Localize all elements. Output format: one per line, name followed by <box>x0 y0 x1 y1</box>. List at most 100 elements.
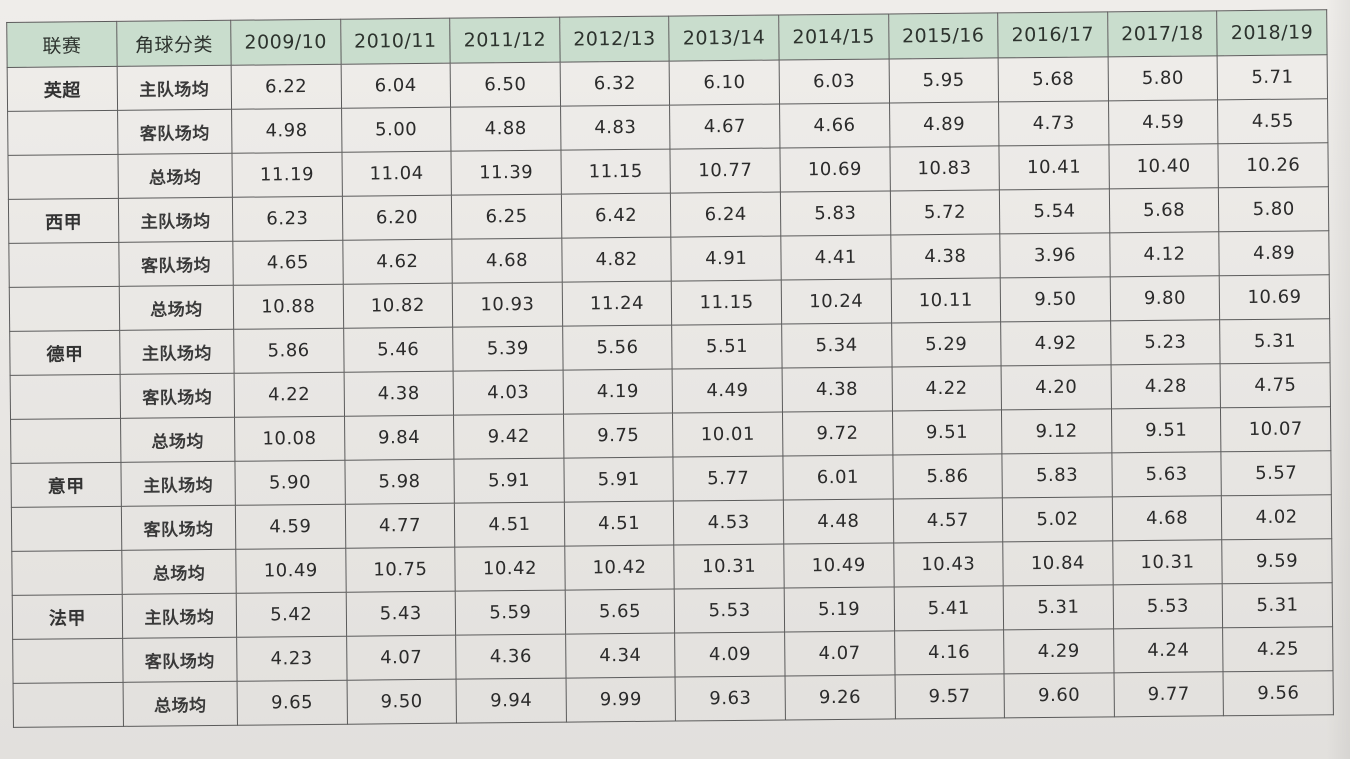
value-cell: 4.55 <box>1217 98 1328 144</box>
value-cell: 4.02 <box>1221 494 1332 540</box>
value-cell: 4.66 <box>779 102 890 149</box>
value-cell: 11.15 <box>560 149 671 195</box>
value-cell: 10.88 <box>233 284 344 330</box>
value-cell: 9.77 <box>1113 671 1224 717</box>
category-cell: 客队场均 <box>121 505 236 551</box>
value-cell: 5.31 <box>1003 584 1114 630</box>
header-season: 2018/19 <box>1217 9 1328 56</box>
value-cell: 6.32 <box>559 61 670 107</box>
value-cell: 4.73 <box>998 100 1109 146</box>
value-cell: 9.84 <box>344 415 455 461</box>
value-cell: 5.43 <box>345 591 456 637</box>
value-cell: 5.42 <box>236 592 347 638</box>
value-cell: 5.98 <box>344 459 455 505</box>
value-cell: 6.03 <box>779 58 890 105</box>
value-cell: 4.68 <box>452 238 563 284</box>
value-cell: 5.39 <box>452 326 563 372</box>
value-cell: 5.31 <box>1219 318 1330 364</box>
header-season: 2012/13 <box>559 16 670 63</box>
league-cell <box>12 638 124 684</box>
value-cell: 5.90 <box>234 460 345 506</box>
value-cell: 4.83 <box>560 105 671 151</box>
category-cell: 总场均 <box>123 681 238 727</box>
value-cell: 5.95 <box>888 57 999 103</box>
header-season: 2015/16 <box>888 12 999 59</box>
value-cell: 5.31 <box>1222 582 1333 628</box>
league-cell <box>8 242 120 288</box>
table-body: 英超 主队场均 6.22 6.04 6.50 6.32 6.10 6.03 5.95 5.68 5.… <box>7 54 1334 728</box>
value-cell: 6.20 <box>341 195 453 241</box>
value-cell: 4.16 <box>894 629 1005 675</box>
value-cell: 5.56 <box>562 325 673 371</box>
value-cell: 4.77 <box>344 503 455 549</box>
value-cell: 9.57 <box>894 673 1005 719</box>
value-cell: 9.63 <box>675 675 786 722</box>
value-cell: 4.57 <box>892 497 1003 543</box>
value-cell: 9.80 <box>1109 275 1220 321</box>
league-cell: 法甲 <box>12 594 123 640</box>
value-cell: 10.24 <box>781 278 892 325</box>
category-cell: 主队场均 <box>119 329 235 375</box>
category-cell: 主队场均 <box>118 197 233 243</box>
value-cell: 5.72 <box>889 189 1000 235</box>
value-cell: 9.60 <box>1004 672 1115 718</box>
category-cell: 总场均 <box>121 549 237 595</box>
value-cell: 10.42 <box>564 545 675 591</box>
value-cell: 5.63 <box>1111 451 1222 497</box>
value-cell: 6.23 <box>232 196 343 242</box>
value-cell: 5.80 <box>1218 186 1329 232</box>
league-cell <box>11 550 123 596</box>
value-cell: 4.23 <box>236 636 347 682</box>
value-cell: 6.22 <box>231 64 342 110</box>
header-season: 2014/15 <box>778 13 889 61</box>
value-cell: 9.26 <box>784 674 896 720</box>
value-cell: 3.96 <box>999 232 1110 278</box>
value-cell: 5.86 <box>892 453 1003 499</box>
value-cell: 4.38 <box>890 233 1001 279</box>
value-cell: 4.34 <box>565 633 676 679</box>
value-cell: 4.92 <box>1000 320 1111 366</box>
value-cell: 6.25 <box>451 194 562 240</box>
value-cell: 10.69 <box>779 146 890 193</box>
value-cell: 4.59 <box>235 504 346 550</box>
value-cell: 4.65 <box>232 240 343 286</box>
value-cell: 5.53 <box>1112 583 1223 629</box>
value-cell: 5.57 <box>1221 450 1332 496</box>
value-cell: 10.08 <box>234 416 345 462</box>
value-cell: 4.41 <box>780 234 891 281</box>
value-cell: 4.12 <box>1109 231 1220 277</box>
value-cell: 6.10 <box>669 60 780 106</box>
league-cell: 英超 <box>7 66 118 112</box>
value-cell: 4.48 <box>783 498 894 545</box>
value-cell: 5.41 <box>893 585 1004 631</box>
header-season: 2013/14 <box>669 15 780 62</box>
value-cell: 4.22 <box>234 372 345 418</box>
value-cell: 11.24 <box>562 281 673 327</box>
value-cell: 11.04 <box>341 151 452 197</box>
value-cell: 9.50 <box>346 679 457 725</box>
value-cell: 4.59 <box>1108 99 1219 145</box>
value-cell: 11.39 <box>451 150 562 196</box>
header-season: 2010/11 <box>340 18 451 65</box>
value-cell: 10.31 <box>674 544 785 590</box>
value-cell: 9.75 <box>563 413 674 459</box>
value-cell: 10.43 <box>893 541 1004 587</box>
header-season: 2011/12 <box>449 17 560 64</box>
header-season: 2017/18 <box>1107 10 1218 57</box>
header-category: 角球分类 <box>116 20 232 67</box>
value-cell: 5.83 <box>1002 452 1113 498</box>
value-cell: 5.23 <box>1110 319 1221 365</box>
value-cell: 6.42 <box>561 193 672 239</box>
league-cell: 西甲 <box>8 198 119 244</box>
value-cell: 5.83 <box>780 190 891 237</box>
value-cell: 4.98 <box>231 108 342 154</box>
value-cell: 9.59 <box>1222 538 1333 584</box>
value-cell: 4.25 <box>1222 626 1333 672</box>
value-cell: 5.77 <box>673 456 784 502</box>
header-season: 2009/10 <box>230 19 341 66</box>
value-cell: 5.54 <box>999 188 1110 234</box>
value-cell: 4.82 <box>561 237 672 283</box>
value-cell: 10.83 <box>889 145 1000 191</box>
value-cell: 5.68 <box>1109 187 1220 233</box>
